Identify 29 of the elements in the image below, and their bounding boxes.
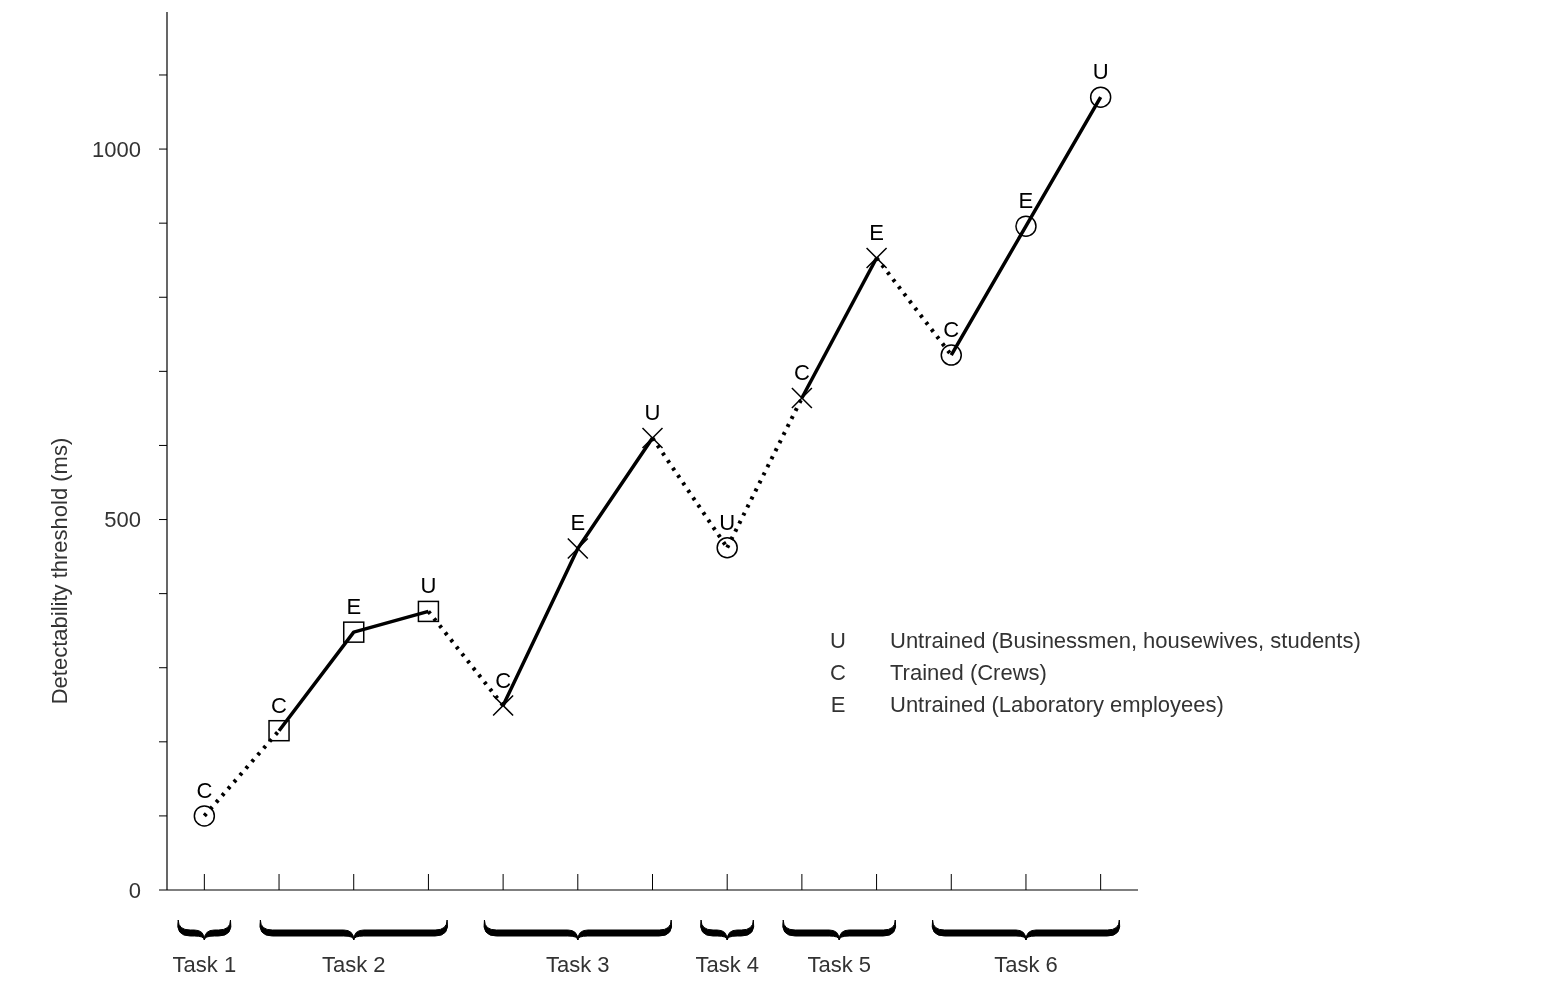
data-label: E [869,219,884,245]
data-label: C [495,667,512,693]
data-label: C [196,777,213,803]
data-label: U [644,400,661,426]
annotation: Untrained (Businessmen, housewives, students) [890,628,1361,653]
text: Task 3 [546,952,610,977]
text: Task 6 [994,952,1058,977]
data-label: C [793,360,810,386]
data-label: C [271,692,288,718]
y-tick-label: 1000 [92,136,141,162]
y-tick-label: 500 [104,507,141,533]
text: Task 1 [172,952,237,977]
data-label: U [420,573,437,599]
text: Task 5 [807,952,872,977]
text: Task 4 [695,952,759,977]
annotation: U [830,628,846,653]
annotation: C [830,660,847,685]
text: Task 2 [321,952,386,977]
y-axis-title: Detectability threshold (ms) [47,437,72,705]
y-tick-label: 0 [128,877,141,903]
data-label: E [1018,188,1034,214]
data-label: U [719,509,736,535]
annotation: Untrained (Laboratory employees) [890,692,1224,717]
data-label: E [570,510,586,536]
data-label: U [1092,59,1109,85]
annotation: Trained (Crews) [890,660,1047,685]
annotation: E [830,692,846,717]
data-label: E [346,594,362,620]
data-label: C [943,317,960,343]
